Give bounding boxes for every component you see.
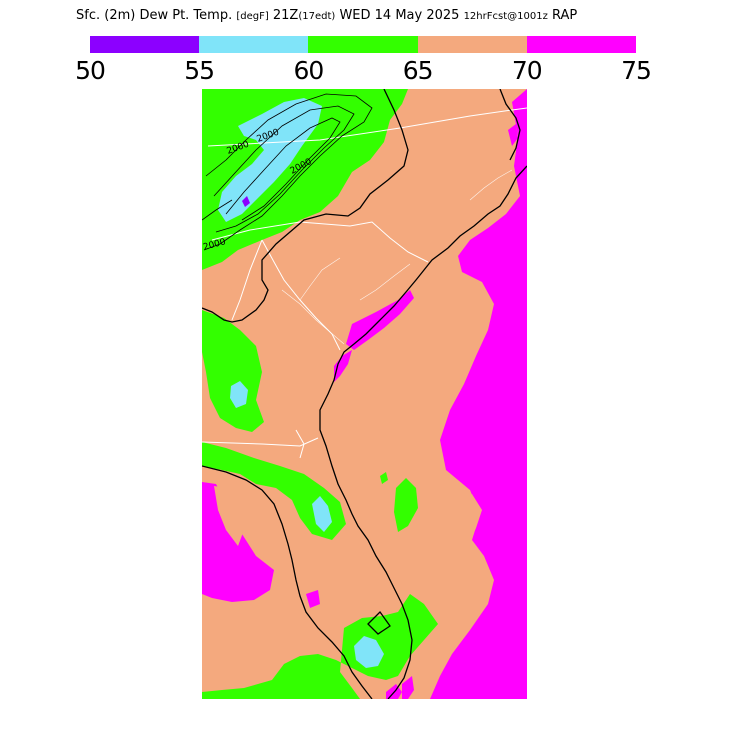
shade-70-75-pamlico <box>508 124 518 146</box>
shade-55-60-central-fl-spot <box>354 636 384 668</box>
shade-65-70-gulf-insert <box>214 486 244 546</box>
colorbar-tick-label: 70 <box>511 56 543 85</box>
title-model: RAP <box>551 8 578 23</box>
dewpoint-map: 2000 2000 2000 2000 <box>202 89 527 699</box>
shade-60-65-west <box>202 310 264 432</box>
colorbar-swatch-55-60 <box>199 36 309 53</box>
colorbar-tick-label: 60 <box>293 56 324 85</box>
rivers <box>281 169 513 345</box>
title-forecast: 12hrFcst@1001z <box>463 11 548 22</box>
shade-60-65-gulf <box>202 442 346 540</box>
colorbar-swatch-50-55 <box>90 36 200 53</box>
colorbar-tick-label: 65 <box>402 56 434 85</box>
shade-70-75-fl-east <box>402 676 414 699</box>
shade-60-65-central-fl <box>202 594 438 699</box>
shade-70-75-ga-coast <box>334 350 352 382</box>
shade-65-70-offshore <box>448 494 482 560</box>
shade-70-75-fl-spot <box>306 590 320 608</box>
shade-55-60-gulf-spot <box>312 496 332 532</box>
shade-50-55-spot <box>242 196 250 207</box>
title-local-time: (17edt) <box>298 11 336 22</box>
colorbar-tick-label: 55 <box>184 56 215 85</box>
colorbar-tick-label: 50 <box>75 56 106 85</box>
coastline <box>202 89 527 699</box>
shade-60-65-north-fl <box>394 478 418 532</box>
shade-60-65-spot <box>380 472 388 484</box>
title-units: [degF] <box>236 11 269 22</box>
colorbar-tick-label: 75 <box>621 56 652 85</box>
shade-55-60-west-spot <box>230 381 248 408</box>
colorbar-ticks: 50 55 60 65 70 75 <box>75 56 652 90</box>
colorbar-swatch-60-65 <box>308 36 418 53</box>
shade-55-60-mountains <box>218 98 322 222</box>
shade-70-75-atlantic <box>430 89 527 699</box>
title-valid-time: 21Z <box>272 8 299 23</box>
map-title: Sfc. (2m) Dew Pt. Temp. [degF] 21Z(17edt… <box>76 8 577 23</box>
colorbar-swatch-65-70 <box>417 36 527 53</box>
terrain-contours <box>202 93 373 251</box>
colorbar <box>90 36 637 53</box>
title-main: Sfc. (2m) Dew Pt. Temp. <box>76 8 233 23</box>
title-date: WED 14 May 2025 <box>339 8 460 23</box>
colorbar-swatch-70-75 <box>526 36 637 53</box>
